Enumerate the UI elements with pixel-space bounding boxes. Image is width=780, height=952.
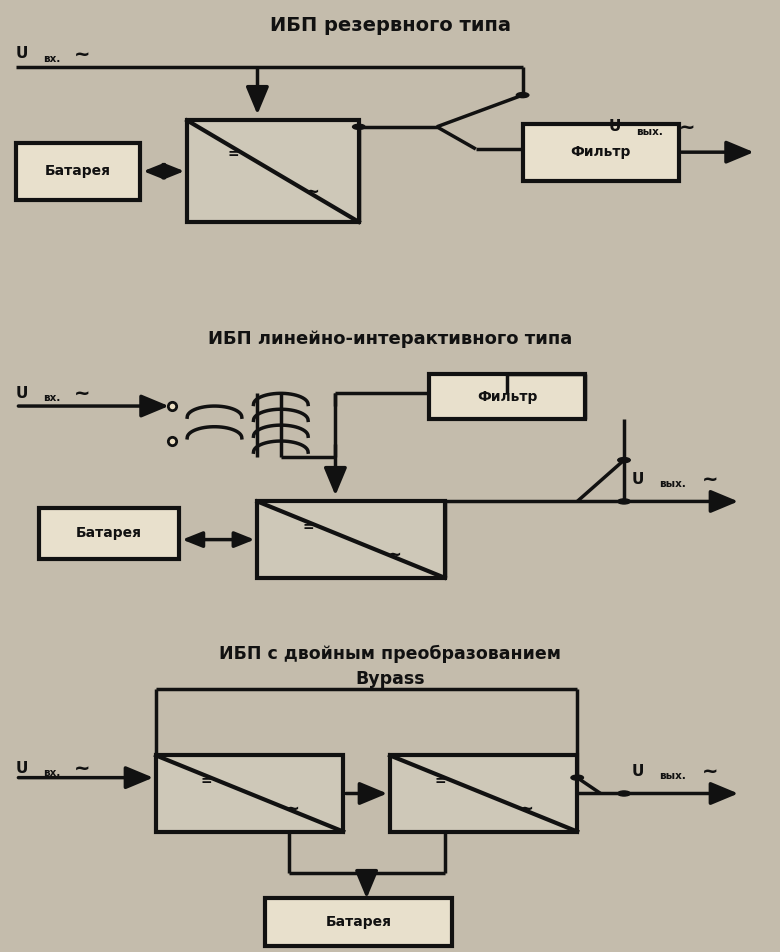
Text: ~: ~ — [387, 545, 401, 564]
Text: ~: ~ — [702, 469, 718, 488]
Text: =: = — [434, 774, 446, 787]
Bar — [187, 121, 359, 222]
Circle shape — [618, 791, 630, 796]
Text: Фильтр: Фильтр — [477, 389, 537, 404]
Text: =: = — [302, 520, 314, 534]
Text: ~: ~ — [285, 800, 300, 818]
Text: Батарея: Батарея — [45, 164, 111, 178]
Bar — [16, 143, 140, 200]
Text: вх.: вх. — [43, 768, 60, 778]
Text: ~: ~ — [74, 384, 90, 403]
Circle shape — [571, 775, 583, 781]
Text: ИБП линейно-интерактивного типа: ИБП линейно-интерактивного типа — [208, 329, 572, 347]
Text: U: U — [16, 386, 28, 401]
Text: ~: ~ — [306, 183, 319, 201]
Text: Батарея: Батарея — [76, 526, 142, 540]
Text: ~: ~ — [702, 762, 718, 781]
Text: вх.: вх. — [43, 393, 60, 403]
Text: ИБП резервного типа: ИБП резервного типа — [270, 16, 510, 35]
Text: U: U — [608, 119, 621, 134]
Circle shape — [618, 499, 630, 504]
Circle shape — [353, 125, 365, 129]
Bar — [265, 898, 452, 945]
Bar — [523, 124, 679, 181]
Text: U: U — [632, 764, 644, 779]
Text: U: U — [16, 761, 28, 776]
Text: вых.: вых. — [659, 479, 686, 489]
Text: вых.: вых. — [659, 771, 686, 781]
Bar — [257, 502, 445, 578]
Text: =: = — [200, 774, 212, 787]
Bar — [39, 507, 179, 559]
Text: ИБП с двойным преобразованием: ИБП с двойным преобразованием — [219, 645, 561, 663]
Text: Bypass: Bypass — [355, 670, 425, 688]
Text: вых.: вых. — [636, 127, 662, 136]
Text: ~: ~ — [519, 800, 534, 818]
Text: Фильтр: Фильтр — [570, 145, 631, 159]
Text: U: U — [632, 471, 644, 486]
Bar — [390, 756, 577, 831]
Text: =: = — [228, 147, 239, 161]
Bar — [429, 374, 585, 419]
Text: ~: ~ — [74, 45, 90, 64]
Bar — [156, 756, 343, 831]
Circle shape — [516, 92, 529, 98]
Text: ~: ~ — [679, 117, 695, 136]
Text: U: U — [16, 47, 28, 61]
Circle shape — [618, 458, 630, 463]
Text: вх.: вх. — [43, 53, 60, 64]
Text: Батарея: Батарея — [326, 915, 392, 929]
Text: ~: ~ — [74, 759, 90, 778]
